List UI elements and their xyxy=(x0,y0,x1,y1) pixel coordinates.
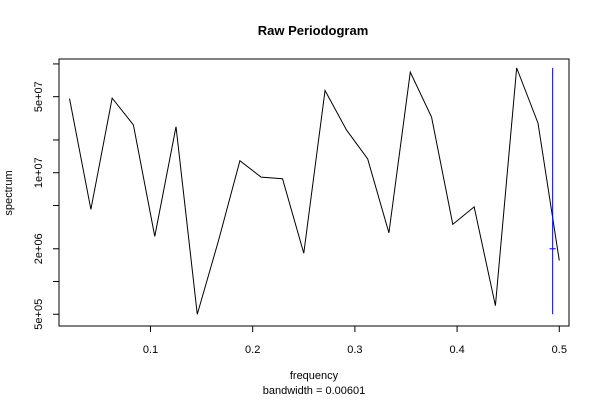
x-tick-label: 0.5 xyxy=(552,344,567,356)
bandwidth-marker xyxy=(549,67,556,315)
x-tick-label: 0.2 xyxy=(245,344,260,356)
periodogram-points xyxy=(68,66,561,315)
x-tick-label: 0.1 xyxy=(143,344,158,356)
x-tick-label: 0.4 xyxy=(449,344,464,356)
chart-title: Raw Periodogram xyxy=(258,23,369,38)
x-axis: 0.1 0.2 0.3 0.4 0.5 xyxy=(143,326,567,356)
x-tick-label: 0.3 xyxy=(347,344,362,356)
plot-frame xyxy=(58,58,570,327)
y-axis-label: spectrum xyxy=(3,170,15,215)
y-tick-label: 2e+06 xyxy=(33,233,45,264)
y-tick-label: 5e+05 xyxy=(33,299,45,330)
y-axis: 5e+05 2e+06 1e+07 5e+07 xyxy=(33,63,59,330)
bandwidth-subtitle: bandwidth = 0.00601 xyxy=(263,385,365,397)
periodogram-series-line xyxy=(69,67,560,315)
y-tick-label: 5e+07 xyxy=(33,81,45,112)
y-tick-label: 1e+07 xyxy=(33,157,45,188)
x-axis-label: frequency xyxy=(290,370,339,382)
